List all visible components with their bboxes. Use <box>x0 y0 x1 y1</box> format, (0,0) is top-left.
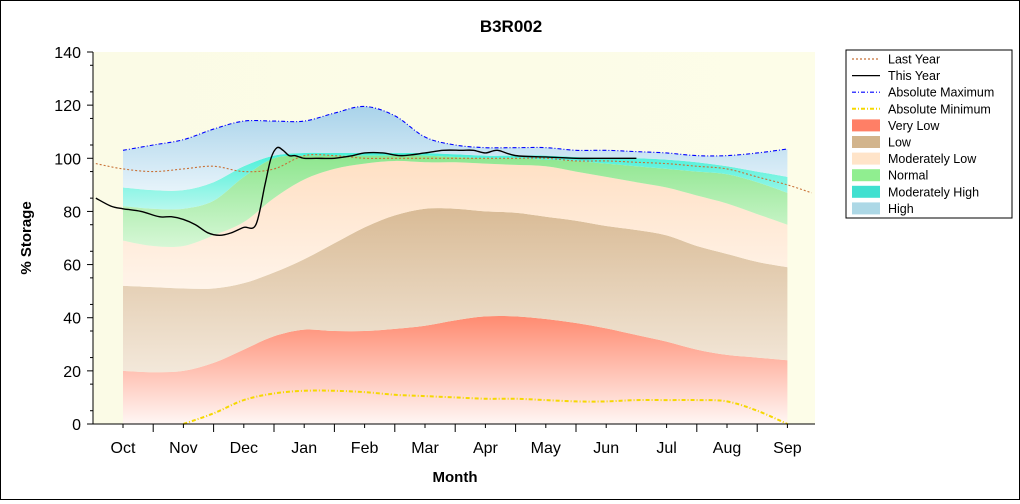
series-line-absolute-maximum <box>122 105 788 157</box>
legend-label: Last Year <box>888 53 940 67</box>
legend-label: Absolute Minimum <box>888 102 991 116</box>
x-tick-label: Aug <box>713 440 741 457</box>
y-tick-label: 100 <box>54 151 81 168</box>
legend-swatch-box <box>852 169 880 182</box>
legend-label: Moderately Low <box>888 152 977 166</box>
legend-swatch-box <box>852 185 880 198</box>
legend-label: Very Low <box>888 119 940 133</box>
x-axis-label: Month <box>433 469 478 486</box>
legend-label: This Year <box>888 69 940 83</box>
series-line-last-year <box>95 153 812 194</box>
legend-label: High <box>888 202 914 216</box>
y-tick-label: 60 <box>63 258 81 275</box>
x-tick-label: Oct <box>111 440 136 457</box>
y-tick-label: 20 <box>63 364 81 381</box>
y-tick-label: 0 <box>72 417 81 434</box>
legend-swatch-box <box>852 202 880 215</box>
band-low <box>123 208 788 373</box>
legend-label: Moderately High <box>888 185 979 199</box>
band-very-low <box>123 315 788 424</box>
x-tick-label: May <box>531 440 561 457</box>
legend-label: Low <box>888 136 912 150</box>
y-tick-label: 80 <box>63 204 81 221</box>
legend-swatch-box <box>852 152 880 165</box>
series-line-this-year <box>95 146 637 237</box>
chart-title: B3R002 <box>480 17 542 36</box>
x-tick-label: Nov <box>169 440 197 457</box>
series-line-absolute-minimum <box>183 389 788 425</box>
x-tick-label: Jul <box>656 440 676 457</box>
x-tick-label: Feb <box>351 440 379 457</box>
band-normal <box>123 155 788 247</box>
x-tick-label: Jun <box>593 440 619 457</box>
band-moderately-low <box>123 160 788 289</box>
x-tick-label: Dec <box>230 440 258 457</box>
legend-swatch-box <box>852 136 880 148</box>
axes: 0 20 40 60 80 100 120 140 Oct Nov Dec Jan Feb Mar Apr M… <box>54 45 815 457</box>
band-high <box>123 106 788 191</box>
x-tick-label: Mar <box>411 440 439 457</box>
y-tick-label: 40 <box>63 311 81 328</box>
legend-label: Absolute Maximum <box>888 86 994 100</box>
legend-label: Normal <box>888 169 928 183</box>
band-moderately-high <box>123 152 788 210</box>
x-tick-label: Sep <box>773 440 802 457</box>
x-tick-label: Jan <box>291 440 317 457</box>
y-tick-label: 120 <box>54 98 81 115</box>
legend-swatch-box <box>852 119 880 132</box>
y-axis-label: % Storage <box>18 201 35 274</box>
series-lines <box>95 105 812 425</box>
y-tick-label: 140 <box>54 45 81 62</box>
x-tick-label: Apr <box>473 440 499 457</box>
legend: Last Year This Year Absolute Maximum Absolu… <box>845 49 1013 219</box>
band-areas <box>123 106 788 424</box>
